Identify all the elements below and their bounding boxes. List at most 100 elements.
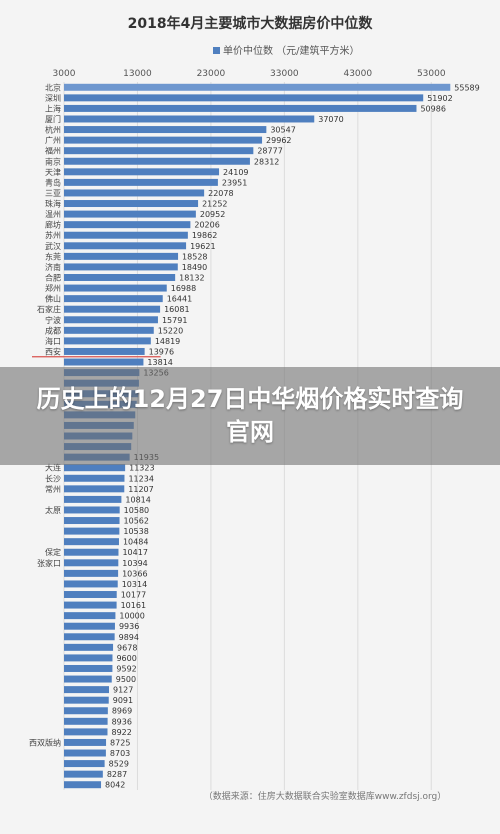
bar xyxy=(64,495,122,503)
value-label: 10177 xyxy=(121,591,146,600)
value-label: 10394 xyxy=(122,559,147,568)
legend-label: 单价中位数 （元/建筑平方米） xyxy=(223,44,360,57)
value-label: 19621 xyxy=(190,242,215,251)
bar xyxy=(64,517,120,525)
bar xyxy=(64,770,103,778)
category-label: 佛山 xyxy=(45,294,61,304)
value-label: 9678 xyxy=(117,643,137,652)
category-label: 福州 xyxy=(45,147,61,156)
category-label: 温州 xyxy=(45,210,61,219)
value-label: 55589 xyxy=(454,83,479,92)
category-label: 合肥 xyxy=(45,272,61,282)
value-label: 9936 xyxy=(119,622,139,631)
bar xyxy=(64,326,154,334)
value-label: 28312 xyxy=(254,157,279,166)
value-label: 11234 xyxy=(128,474,153,483)
chart-title: 2018年4月主要城市大数据房价中位数 xyxy=(128,15,374,32)
value-label: 30547 xyxy=(270,126,295,135)
x-tick-label: 23000 xyxy=(197,69,226,79)
bar xyxy=(64,601,117,609)
value-label: 21252 xyxy=(202,200,227,209)
category-label: 常州 xyxy=(45,485,61,494)
bar xyxy=(64,612,116,620)
bar xyxy=(64,284,167,292)
value-label: 9894 xyxy=(119,633,139,642)
x-tick-label: 3000 xyxy=(53,69,76,79)
category-label: 厦门 xyxy=(45,114,61,124)
bar xyxy=(64,559,119,567)
value-label: 9091 xyxy=(113,696,133,705)
bar xyxy=(64,210,196,218)
category-label: 大连 xyxy=(45,463,61,473)
value-label: 29962 xyxy=(266,136,291,145)
value-label: 9127 xyxy=(113,686,133,695)
value-label: 10580 xyxy=(124,506,149,515)
headline-text: 历史上的12月27日中华烟价格实时查询官网 xyxy=(36,385,464,446)
bar xyxy=(64,781,102,789)
value-label: 10814 xyxy=(125,495,150,504)
bar xyxy=(64,221,191,229)
value-label: 23951 xyxy=(222,178,247,187)
x-axis-ticks: 3000 13000 23000 33000 43000 53000 xyxy=(53,69,446,79)
category-label: 东莞 xyxy=(45,251,61,261)
category-label: 苏州 xyxy=(45,230,61,240)
bar xyxy=(64,126,267,134)
value-label: 50986 xyxy=(420,104,445,113)
value-label: 8969 xyxy=(112,707,132,716)
category-label: 郑州 xyxy=(45,283,61,293)
bar xyxy=(64,157,250,165)
category-label: 三亚 xyxy=(45,189,61,198)
value-label: 9600 xyxy=(116,654,136,663)
bar xyxy=(64,548,119,556)
category-label: 太原 xyxy=(45,505,61,515)
category-label: 珠海 xyxy=(45,199,61,209)
bar xyxy=(64,189,205,197)
value-label: 19862 xyxy=(192,231,217,240)
category-label: 张家口 xyxy=(37,558,61,568)
bar xyxy=(64,749,106,757)
bar xyxy=(64,717,108,725)
value-label: 22078 xyxy=(208,189,233,198)
value-label: 18528 xyxy=(182,252,207,261)
category-labels: 北京深圳上海厦门杭州广州福州南京天津青岛三亚珠海温州廊坊苏州武汉东莞济南合肥郑州… xyxy=(29,82,61,747)
value-label: 13976 xyxy=(149,347,174,356)
bar xyxy=(64,591,117,598)
value-label: 10417 xyxy=(122,548,147,557)
bar xyxy=(64,83,451,91)
bar xyxy=(64,760,105,768)
value-label: 15220 xyxy=(158,326,183,335)
bar xyxy=(64,274,176,281)
category-label: 石家庄 xyxy=(37,304,61,314)
bar xyxy=(64,738,107,746)
bar xyxy=(64,654,113,662)
value-label: 8529 xyxy=(109,760,129,769)
x-tick-label: 13000 xyxy=(123,69,152,79)
legend-swatch xyxy=(213,47,220,54)
value-label: 8042 xyxy=(105,781,125,790)
bar xyxy=(64,147,254,155)
category-label: 青岛 xyxy=(45,177,61,187)
bar xyxy=(64,200,199,208)
headline-banner: 历史上的12月27日中华烟价格实时查询官网 xyxy=(0,367,500,465)
value-label: 10366 xyxy=(122,569,147,578)
value-label: 10000 xyxy=(119,612,144,621)
category-label: 保定 xyxy=(45,547,61,557)
bar xyxy=(64,358,144,366)
value-label: 11323 xyxy=(129,464,154,473)
bar xyxy=(64,115,315,123)
category-label: 宁波 xyxy=(45,315,61,325)
bar xyxy=(64,104,417,112)
category-label: 长沙 xyxy=(45,473,61,483)
bar xyxy=(64,464,126,472)
value-label: 8725 xyxy=(110,738,130,747)
category-label: 上海 xyxy=(45,103,61,113)
bar xyxy=(64,316,158,324)
category-label: 杭州 xyxy=(45,125,61,135)
bar xyxy=(64,136,263,144)
value-label: 10562 xyxy=(124,517,149,526)
bar xyxy=(64,506,120,514)
value-label: 18490 xyxy=(182,263,207,272)
category-label: 西安 xyxy=(45,346,61,356)
category-label: 成都 xyxy=(45,325,61,335)
bar xyxy=(64,347,145,355)
